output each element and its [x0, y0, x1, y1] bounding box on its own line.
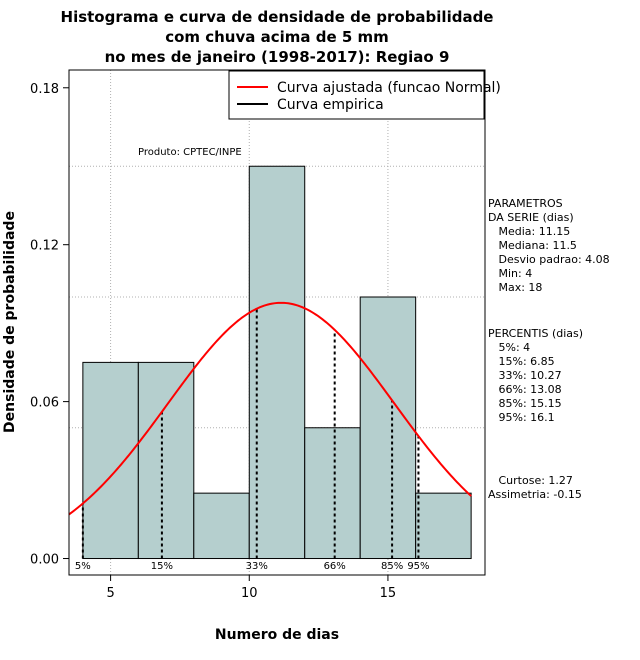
percentile-label: 66%: [324, 561, 346, 572]
plot-frame: [68, 69, 486, 576]
legend-label: Curva ajustada (funcao Normal): [277, 80, 501, 96]
percentis-line: 15%: 6.85: [488, 355, 555, 368]
normal-curve: [68, 301, 472, 516]
chart-text: 5% 15% 33% 66% 85% 95% 5 10 15 0.00 0.06 0.12 0.18 Hi…: [2, 8, 610, 643]
percentile-label: 15%: [151, 561, 173, 572]
product-annotation: Produto: CPTEC/INPE: [138, 147, 242, 158]
legend-label: Curva empirica: [277, 97, 384, 113]
histogram-bar: [248, 165, 306, 560]
params-line: PARAMETROS: [488, 197, 563, 210]
params-line: Max: 18: [488, 281, 542, 294]
params-line: Desvio padrao: 4.08: [488, 253, 610, 266]
histogram-bar: [193, 492, 250, 560]
chart-title-line: com chuva acima de 5 mm: [165, 28, 389, 46]
axes: [63, 69, 486, 581]
y-tick-label: 0.00: [30, 553, 59, 568]
percentis-line: 33%: 10.27: [488, 369, 562, 382]
histogram-bar: [359, 296, 417, 560]
histogram-bars: [82, 165, 472, 560]
x-tick-label: 5: [106, 586, 114, 601]
x-tick-label: 15: [380, 586, 397, 601]
histogram-bar: [137, 361, 195, 560]
x-axis-title: Numero de dias: [215, 627, 339, 643]
percentile-label: 33%: [246, 561, 268, 572]
percentile-label: 95%: [407, 561, 429, 572]
percentile-label: 5%: [75, 561, 91, 572]
params-line: Mediana: 11.5: [488, 239, 577, 252]
x-tick-label: 10: [241, 586, 258, 601]
percentis-line: 95%: 16.1: [488, 411, 555, 424]
y-tick-label: 0.06: [30, 396, 59, 411]
legend-box: [228, 70, 485, 120]
y-axis-title: Densidade de probabilidade: [2, 211, 18, 433]
params-line: DA SERIE (dias): [488, 211, 574, 224]
histogram-bar: [82, 361, 139, 560]
percentis-line: 85%: 15.15: [488, 397, 562, 410]
chart-title-line: Histograma e curva de densidade de proba…: [61, 8, 494, 26]
percentis-line: 66%: 13.08: [488, 383, 562, 396]
normal-curve-layer: [68, 301, 472, 516]
y-tick-label: 0.12: [30, 239, 59, 254]
y-tick-label: 0.18: [30, 82, 59, 97]
histogram-bar: [304, 427, 361, 560]
params-line: Media: 11.15: [488, 225, 570, 238]
percentile-label: 85%: [381, 561, 403, 572]
params-line: Min: 4: [488, 267, 532, 280]
chart-title-line: no mes de janeiro (1998-2017): Regiao 9: [105, 48, 450, 66]
shape-line: Assimetria: -0.15: [488, 488, 582, 501]
histogram-bar: [415, 492, 472, 560]
percentis-line: 5%: 4: [488, 341, 530, 354]
shape-line: Curtose: 1.27: [488, 474, 573, 487]
percentile-lines: [81, 308, 420, 559]
percentis-line: PERCENTIS (dias): [488, 327, 583, 340]
